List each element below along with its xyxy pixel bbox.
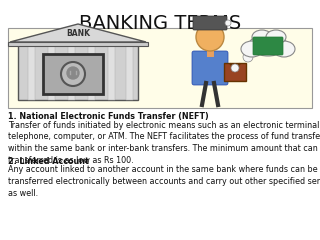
Text: BANKING TERMS: BANKING TERMS	[79, 14, 241, 33]
Polygon shape	[10, 24, 146, 42]
Bar	[68, 42, 75, 100]
Circle shape	[61, 62, 85, 86]
FancyBboxPatch shape	[253, 37, 283, 55]
Circle shape	[67, 67, 79, 79]
Polygon shape	[8, 42, 148, 46]
Bar	[88, 42, 95, 100]
FancyBboxPatch shape	[192, 51, 228, 85]
Bar	[126, 42, 133, 100]
Bar	[8, 28, 312, 108]
Ellipse shape	[252, 30, 272, 44]
Text: Transfer of funds initiated by electronic means such as an electronic terminal,
: Transfer of funds initiated by electroni…	[8, 120, 320, 165]
FancyBboxPatch shape	[193, 16, 227, 30]
Bar	[48, 42, 55, 100]
Ellipse shape	[266, 30, 286, 44]
Bar	[108, 42, 115, 100]
Text: 2. Linked Account: 2. Linked Account	[8, 156, 89, 166]
Text: 1. National Electronic Funds Transfer (NEFT): 1. National Electronic Funds Transfer (N…	[8, 112, 209, 121]
Ellipse shape	[273, 41, 295, 57]
Circle shape	[243, 52, 253, 62]
Ellipse shape	[249, 34, 287, 56]
Circle shape	[225, 20, 231, 26]
Text: Any account linked to another account in the same bank where funds can be
transf: Any account linked to another account in…	[8, 165, 320, 198]
Bar	[28, 42, 35, 100]
Bar	[43, 54, 103, 94]
Bar	[224, 63, 246, 81]
Circle shape	[196, 23, 224, 51]
Text: BANK: BANK	[66, 29, 90, 37]
Circle shape	[231, 64, 239, 72]
Bar	[18, 42, 138, 100]
Ellipse shape	[241, 41, 263, 57]
